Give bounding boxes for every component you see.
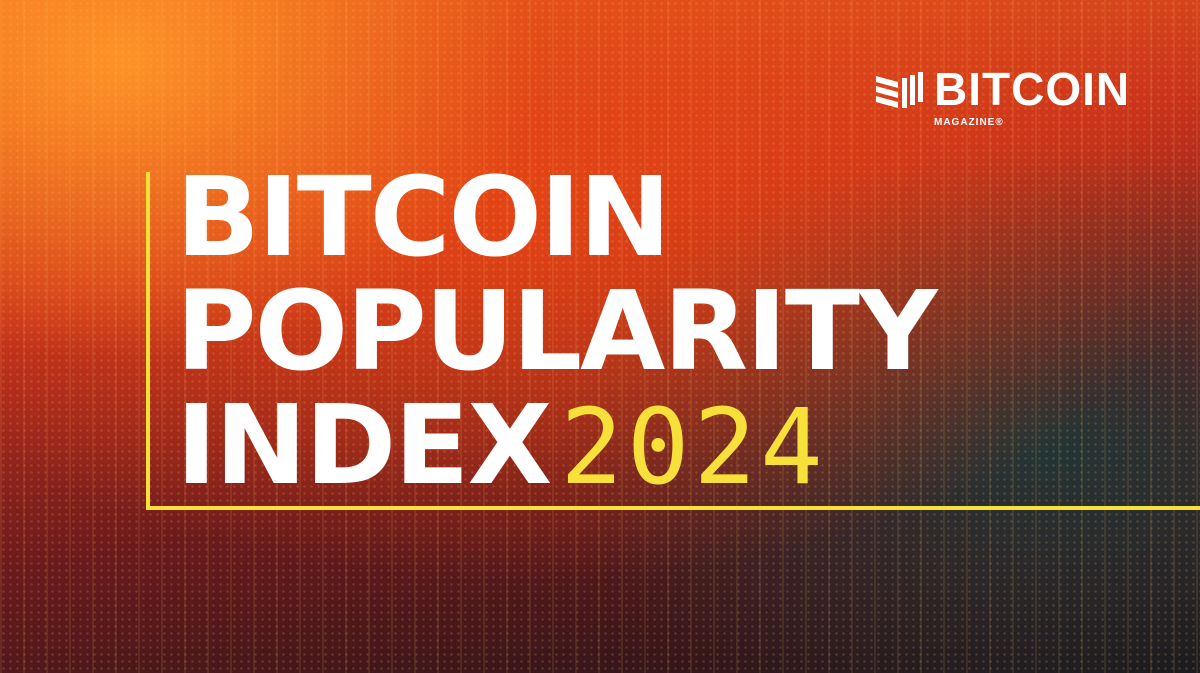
headline-line-1: BITCOIN bbox=[176, 153, 671, 281]
headline-line-3: INDEX2024 bbox=[176, 388, 936, 504]
frame-left-line bbox=[146, 172, 150, 510]
logo-subtitle: MAGAZINE® bbox=[934, 117, 1004, 128]
headline-year: 2024 bbox=[560, 386, 827, 508]
logo-wordmark: BITCOIN bbox=[934, 63, 1131, 115]
headline-line-2: POPULARITY bbox=[176, 267, 938, 395]
bitcoin-magazine-logo: BITCOIN MAGAZINE® bbox=[876, 62, 1130, 130]
bitcoin-magazine-logo-icon bbox=[876, 72, 923, 108]
frame-bottom-line bbox=[146, 506, 1200, 510]
headline: BITCOIN POPULARITY INDEX2024 bbox=[176, 153, 938, 504]
headline-index: INDEX bbox=[176, 381, 552, 509]
